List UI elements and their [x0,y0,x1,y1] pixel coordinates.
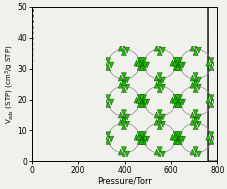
Y-axis label: V$_{ads}$ (STP) (cm$^3$/g STP): V$_{ads}$ (STP) (cm$^3$/g STP) [3,44,16,124]
X-axis label: Pressure/Torr: Pressure/Torr [97,177,151,186]
